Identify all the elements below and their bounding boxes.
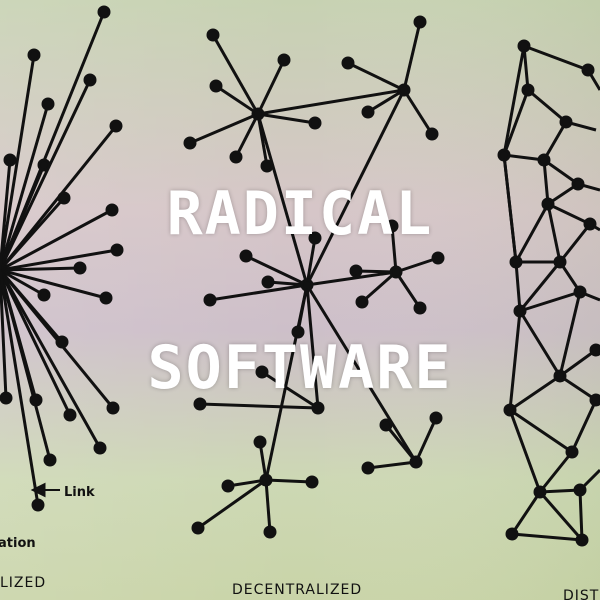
title-line-2: SOFTWARE [147, 333, 453, 403]
distributed-label: DIST [563, 588, 599, 600]
centralized-network [0, 5, 124, 512]
decentralized-label: DECENTRALIZED [232, 582, 362, 598]
distributed-network [497, 39, 600, 547]
station-label: ation [0, 536, 36, 551]
title-line-1: RADICAL [166, 179, 434, 249]
centralized-label: LIZED [0, 575, 46, 591]
decentralized-network [183, 15, 445, 539]
link-label: Link [64, 485, 95, 500]
